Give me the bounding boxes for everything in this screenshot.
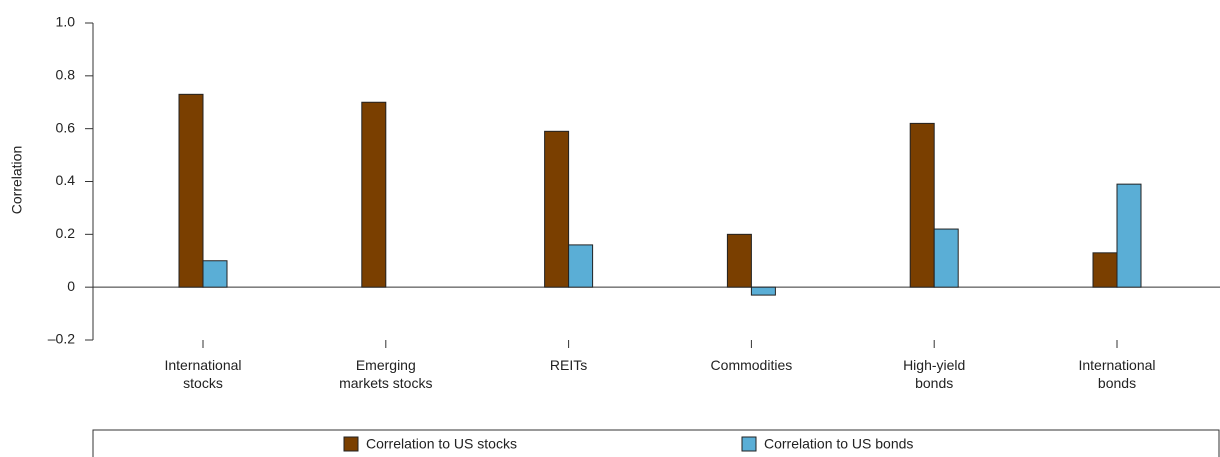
x-tick-label: International stocks bbox=[164, 357, 241, 391]
bar bbox=[568, 244, 594, 288]
legend-swatch bbox=[343, 436, 359, 452]
bar bbox=[909, 122, 935, 288]
bar bbox=[726, 233, 752, 288]
legend-label: Correlation to US stocks bbox=[366, 436, 517, 452]
y-tick-label: 0.4 bbox=[56, 172, 76, 188]
bar bbox=[933, 228, 959, 288]
bar bbox=[178, 93, 204, 288]
bar bbox=[361, 101, 387, 288]
bar bbox=[1116, 183, 1142, 288]
bar bbox=[1092, 252, 1118, 288]
y-tick-label: 1.0 bbox=[56, 14, 76, 30]
legend-label: Correlation to US bonds bbox=[764, 436, 913, 452]
legend-box bbox=[92, 429, 1220, 457]
x-tick-label: REITs bbox=[550, 357, 587, 373]
x-tick-label: Commodities bbox=[711, 357, 793, 373]
y-tick-label: 0 bbox=[67, 278, 75, 294]
y-axis-label: Correlation bbox=[9, 146, 25, 214]
legend-swatch bbox=[741, 436, 757, 452]
y-tick-label: 0.8 bbox=[56, 67, 76, 83]
bar bbox=[750, 286, 776, 296]
x-tick-label: Emerging markets stocks bbox=[339, 357, 432, 391]
y-tick-label: 0.6 bbox=[56, 119, 76, 135]
x-tick-label: International bonds bbox=[1078, 357, 1155, 391]
x-tick-label: High-yield bonds bbox=[903, 357, 965, 391]
y-tick-label: 0.2 bbox=[56, 225, 76, 241]
y-tick-label: –0.2 bbox=[48, 331, 75, 347]
bar bbox=[202, 260, 228, 288]
bar bbox=[544, 130, 570, 288]
